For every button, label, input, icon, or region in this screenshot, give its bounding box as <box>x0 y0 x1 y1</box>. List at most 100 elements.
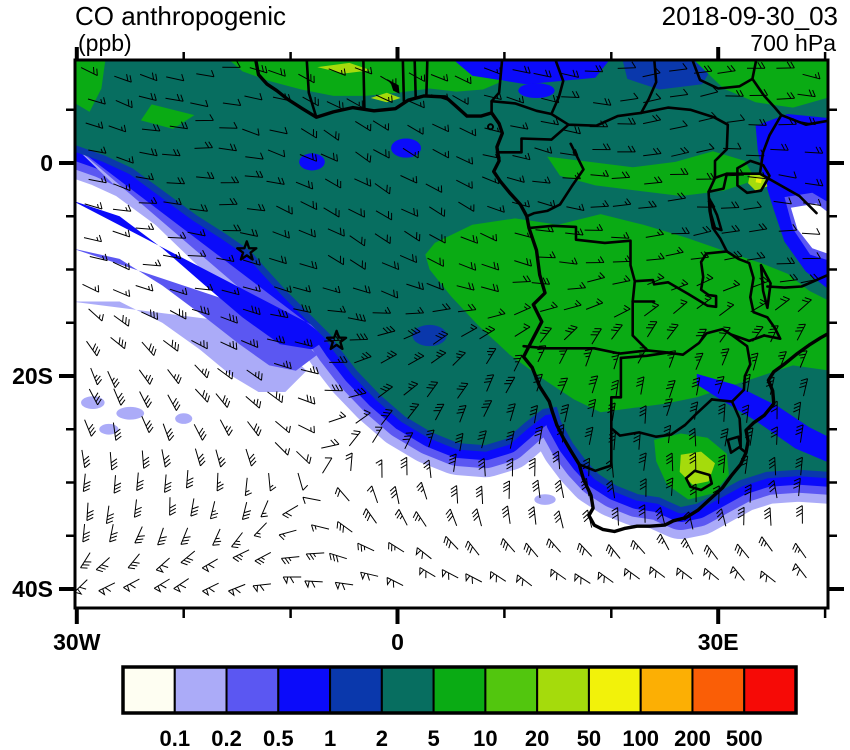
wind-barb <box>774 296 790 311</box>
wind-barb <box>656 533 670 551</box>
wind-barb <box>529 405 538 424</box>
colorbar-label-0.5: 0.5 <box>263 726 294 750</box>
wind-barb <box>244 93 263 101</box>
plume-fringe-wedge <box>75 145 331 350</box>
wind-barb <box>461 323 478 338</box>
concentration-blob <box>175 413 193 424</box>
wind-barb <box>457 303 477 313</box>
colorbar-label-500: 500 <box>726 726 763 750</box>
wind-barb <box>298 228 316 238</box>
colorbar-cell-5 <box>380 666 435 714</box>
wind-barb <box>193 424 207 441</box>
wind-barb <box>334 487 350 502</box>
wind-barb <box>194 141 213 149</box>
region-yellowgreen-ghana-coast <box>370 92 401 103</box>
region-green-drc-band <box>547 151 756 196</box>
wind-barb <box>432 303 451 313</box>
wind-barb <box>292 285 311 293</box>
wind-barb <box>245 152 264 160</box>
wind-barb <box>354 177 372 187</box>
wind-barb <box>588 375 599 394</box>
wind-barb <box>412 511 427 527</box>
country-border <box>730 400 748 454</box>
wind-barb <box>246 369 263 381</box>
wind-barb <box>671 146 690 157</box>
wind-barb <box>374 183 391 195</box>
country-border <box>666 327 766 356</box>
wind-barb <box>84 419 96 437</box>
country-border <box>305 60 318 119</box>
country-border <box>495 123 570 154</box>
wind-barb <box>489 571 507 583</box>
wind-barb <box>673 299 688 314</box>
wind-barb <box>802 252 821 260</box>
wind-barb <box>190 498 199 517</box>
wind-barb <box>514 258 532 267</box>
wind-barb <box>266 335 286 344</box>
wind-barb <box>300 366 319 375</box>
wind-barb <box>372 306 392 314</box>
wind-barb <box>348 387 367 398</box>
wind-barb <box>220 340 238 350</box>
wind-barb <box>113 183 131 192</box>
concentration-blob <box>391 138 422 158</box>
wind-barb <box>617 61 637 69</box>
wind-barb <box>683 511 694 530</box>
country-border <box>631 300 649 352</box>
wind-barb <box>244 170 264 178</box>
wind-barb <box>717 64 736 74</box>
wind-barb <box>293 304 312 313</box>
wind-barb <box>639 405 647 424</box>
wind-barb <box>274 442 291 456</box>
wind-barb <box>481 400 493 417</box>
wind-barb <box>623 567 640 580</box>
x-tick-label-30W: 30W <box>53 629 101 655</box>
wind-barb <box>346 98 363 108</box>
wind-barb <box>282 504 299 519</box>
wind-barb <box>187 229 206 237</box>
wind-barb <box>540 301 558 312</box>
wind-barb <box>644 176 663 185</box>
wind-barb <box>89 253 108 262</box>
wind-barb <box>222 98 242 106</box>
wind-barb <box>748 118 767 126</box>
wind-barb <box>506 175 525 183</box>
wind-barb <box>532 479 541 499</box>
wind-barb <box>180 527 191 545</box>
wind-barb <box>273 360 292 370</box>
wind-barb <box>613 304 631 318</box>
wind-barb <box>173 578 189 593</box>
wind-barb <box>81 449 91 469</box>
wind-barb <box>324 384 344 392</box>
wind-barb <box>590 200 610 208</box>
colorbar-label-50: 50 <box>577 726 601 750</box>
wind-barb <box>201 558 218 573</box>
wind-barb <box>88 308 104 322</box>
country-border <box>633 250 729 309</box>
wind-barb <box>722 279 741 292</box>
wind-barb <box>605 459 614 478</box>
wind-barb <box>590 169 609 177</box>
wind-barb <box>562 126 581 135</box>
x-tick-label-30E: 30E <box>698 629 739 655</box>
wind-barb <box>297 394 316 405</box>
wind-barb <box>758 536 773 552</box>
wind-barb <box>75 579 88 595</box>
wind-barb <box>456 405 467 423</box>
wind-barb <box>630 539 646 555</box>
wind-barb <box>533 69 552 78</box>
wind-barb <box>448 453 457 472</box>
wind-barb <box>804 178 824 187</box>
wind-barb <box>166 177 186 185</box>
wind-barb <box>372 120 390 131</box>
region-green-west-africa-band <box>229 60 516 96</box>
wind-barb <box>563 325 578 341</box>
wind-barb <box>88 176 107 184</box>
wind-barb <box>247 421 262 437</box>
region-green-topleft-corner <box>75 60 106 112</box>
wind-barb <box>138 369 154 385</box>
wind-barb <box>506 403 516 422</box>
wind-barb <box>107 370 120 388</box>
wind-barb <box>458 201 475 212</box>
wind-barb <box>109 524 118 543</box>
